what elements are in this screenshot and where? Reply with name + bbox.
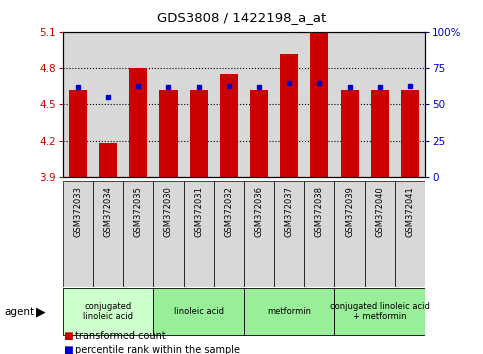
Text: agent: agent (5, 307, 35, 316)
FancyBboxPatch shape (244, 181, 274, 287)
Text: ▶: ▶ (36, 305, 46, 318)
FancyBboxPatch shape (93, 181, 123, 287)
FancyBboxPatch shape (244, 288, 334, 335)
Text: GSM372034: GSM372034 (103, 186, 113, 237)
Text: ■: ■ (63, 346, 72, 354)
Bar (159, 90, 178, 177)
Bar (371, 90, 389, 177)
FancyBboxPatch shape (213, 181, 244, 287)
FancyBboxPatch shape (63, 288, 154, 335)
Text: GSM372037: GSM372037 (284, 186, 294, 237)
Text: GSM372040: GSM372040 (375, 186, 384, 236)
Text: GSM372032: GSM372032 (224, 186, 233, 237)
Text: GSM372033: GSM372033 (73, 186, 83, 237)
FancyBboxPatch shape (304, 181, 334, 287)
Text: GDS3808 / 1422198_a_at: GDS3808 / 1422198_a_at (157, 11, 326, 24)
Bar (220, 74, 238, 177)
Bar (341, 90, 358, 177)
Text: linoleic acid: linoleic acid (173, 307, 224, 316)
FancyBboxPatch shape (334, 181, 365, 287)
FancyBboxPatch shape (334, 288, 425, 335)
FancyBboxPatch shape (154, 288, 244, 335)
Bar (69, 90, 87, 177)
Text: GSM372031: GSM372031 (194, 186, 203, 237)
Text: GSM372041: GSM372041 (405, 186, 414, 236)
Text: conjugated
linoleic acid: conjugated linoleic acid (83, 302, 133, 321)
FancyBboxPatch shape (274, 181, 304, 287)
Bar (311, 32, 328, 177)
Bar (401, 90, 419, 177)
Text: ■: ■ (63, 331, 72, 341)
Bar (99, 143, 117, 177)
FancyBboxPatch shape (154, 181, 184, 287)
Text: GSM372036: GSM372036 (255, 186, 264, 237)
Bar (189, 90, 208, 177)
Bar (280, 53, 298, 177)
Bar (129, 68, 147, 177)
Text: metformin: metformin (267, 307, 311, 316)
Text: GSM372030: GSM372030 (164, 186, 173, 237)
Text: conjugated linoleic acid
+ metformin: conjugated linoleic acid + metformin (330, 302, 430, 321)
Text: GSM372035: GSM372035 (134, 186, 143, 237)
Text: GSM372039: GSM372039 (345, 186, 354, 237)
FancyBboxPatch shape (395, 181, 425, 287)
Text: transformed count: transformed count (75, 331, 166, 341)
FancyBboxPatch shape (365, 181, 395, 287)
Bar (250, 90, 268, 177)
FancyBboxPatch shape (184, 181, 213, 287)
FancyBboxPatch shape (63, 181, 93, 287)
FancyBboxPatch shape (123, 181, 154, 287)
Text: GSM372038: GSM372038 (315, 186, 324, 237)
Text: percentile rank within the sample: percentile rank within the sample (75, 346, 240, 354)
